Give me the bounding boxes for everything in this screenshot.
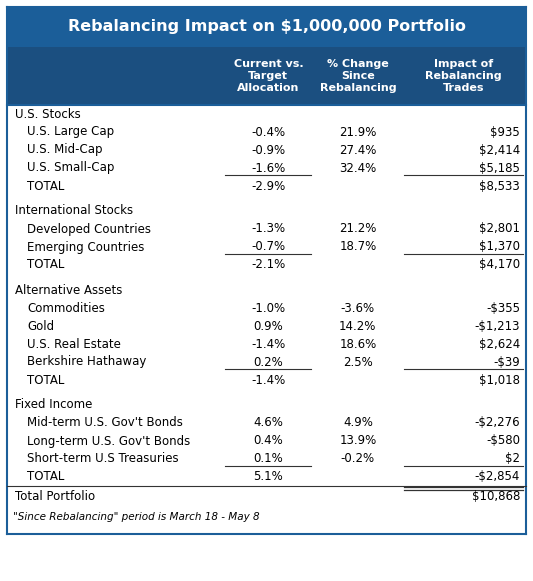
Text: 32.4%: 32.4% (339, 162, 376, 174)
Text: 0.4%: 0.4% (254, 435, 283, 447)
Text: Long-term U.S. Gov't Bonds: Long-term U.S. Gov't Bonds (27, 435, 190, 447)
Text: 0.1%: 0.1% (254, 453, 283, 465)
Bar (7, 105, 526, 534)
Text: U.S. Real Estate: U.S. Real Estate (27, 338, 121, 350)
Bar (7, 47, 526, 105)
Text: $10,868: $10,868 (472, 490, 520, 504)
Text: -1.0%: -1.0% (251, 302, 285, 314)
Text: Berkshire Hathaway: Berkshire Hathaway (27, 356, 147, 368)
Text: TOTAL: TOTAL (27, 180, 64, 192)
Bar (7, 7, 526, 47)
Text: Mid-term U.S. Gov't Bonds: Mid-term U.S. Gov't Bonds (27, 417, 183, 429)
Text: 0.9%: 0.9% (254, 320, 283, 332)
Text: -$39: -$39 (493, 356, 520, 368)
Text: -1.4%: -1.4% (251, 338, 286, 350)
Text: -$580: -$580 (486, 435, 520, 447)
Text: TOTAL: TOTAL (27, 259, 64, 271)
Text: "Since Rebalancing" period is March 18 - May 8: "Since Rebalancing" period is March 18 -… (13, 512, 260, 522)
Text: $2: $2 (505, 453, 520, 465)
Text: Developed Countries: Developed Countries (27, 223, 151, 235)
Text: TOTAL: TOTAL (27, 374, 64, 386)
Text: -2.1%: -2.1% (251, 259, 286, 271)
Text: 0.2%: 0.2% (254, 356, 283, 368)
Text: Short-term U.S Treasuries: Short-term U.S Treasuries (27, 453, 179, 465)
Text: Rebalancing Impact on $1,000,000 Portfolio: Rebalancing Impact on $1,000,000 Portfol… (68, 20, 465, 34)
Text: $935: $935 (490, 125, 520, 138)
Text: 4.6%: 4.6% (253, 417, 283, 429)
Text: 4.9%: 4.9% (343, 417, 373, 429)
Text: U.S. Mid-Cap: U.S. Mid-Cap (27, 144, 102, 156)
Text: Current vs.
Target
Allocation: Current vs. Target Allocation (233, 59, 303, 92)
Text: U.S. Stocks: U.S. Stocks (15, 107, 81, 120)
Text: $1,018: $1,018 (479, 374, 520, 386)
Text: 5.1%: 5.1% (254, 471, 283, 483)
Text: $2,801: $2,801 (479, 223, 520, 235)
Text: -1.6%: -1.6% (251, 162, 286, 174)
Text: -$2,276: -$2,276 (474, 417, 520, 429)
Text: 2.5%: 2.5% (343, 356, 373, 368)
Text: Emerging Countries: Emerging Countries (27, 241, 144, 253)
Text: % Change
Since
Rebalancing: % Change Since Rebalancing (319, 59, 396, 92)
Text: -2.9%: -2.9% (251, 180, 286, 192)
Text: Gold: Gold (27, 320, 54, 332)
Text: Commodities: Commodities (27, 302, 105, 314)
Text: 13.9%: 13.9% (339, 435, 376, 447)
Text: $2,414: $2,414 (479, 144, 520, 156)
Text: International Stocks: International Stocks (15, 205, 133, 217)
Text: 18.7%: 18.7% (339, 241, 376, 253)
Text: Fixed Income: Fixed Income (15, 399, 92, 411)
Text: -$2,854: -$2,854 (474, 471, 520, 483)
Text: U.S. Large Cap: U.S. Large Cap (27, 125, 114, 138)
Text: Alternative Assets: Alternative Assets (15, 284, 123, 296)
Text: -0.4%: -0.4% (251, 125, 285, 138)
Text: 14.2%: 14.2% (339, 320, 376, 332)
Text: 18.6%: 18.6% (339, 338, 376, 350)
Text: Total Portfolio: Total Portfolio (15, 490, 95, 504)
Text: U.S. Small-Cap: U.S. Small-Cap (27, 162, 115, 174)
Text: -0.9%: -0.9% (251, 144, 285, 156)
Text: -3.6%: -3.6% (341, 302, 375, 314)
Text: $5,185: $5,185 (479, 162, 520, 174)
Text: 21.2%: 21.2% (339, 223, 376, 235)
Text: Impact of
Rebalancing
Trades: Impact of Rebalancing Trades (425, 59, 502, 92)
Text: $2,624: $2,624 (479, 338, 520, 350)
Text: 21.9%: 21.9% (339, 125, 376, 138)
Text: 27.4%: 27.4% (339, 144, 376, 156)
Text: $1,370: $1,370 (479, 241, 520, 253)
Text: -1.4%: -1.4% (251, 374, 286, 386)
Text: TOTAL: TOTAL (27, 471, 64, 483)
Text: -1.3%: -1.3% (251, 223, 285, 235)
Text: -0.7%: -0.7% (251, 241, 285, 253)
Text: $8,533: $8,533 (479, 180, 520, 192)
Text: -$355: -$355 (486, 302, 520, 314)
Text: $4,170: $4,170 (479, 259, 520, 271)
Text: -0.2%: -0.2% (341, 453, 375, 465)
Text: -$1,213: -$1,213 (474, 320, 520, 332)
